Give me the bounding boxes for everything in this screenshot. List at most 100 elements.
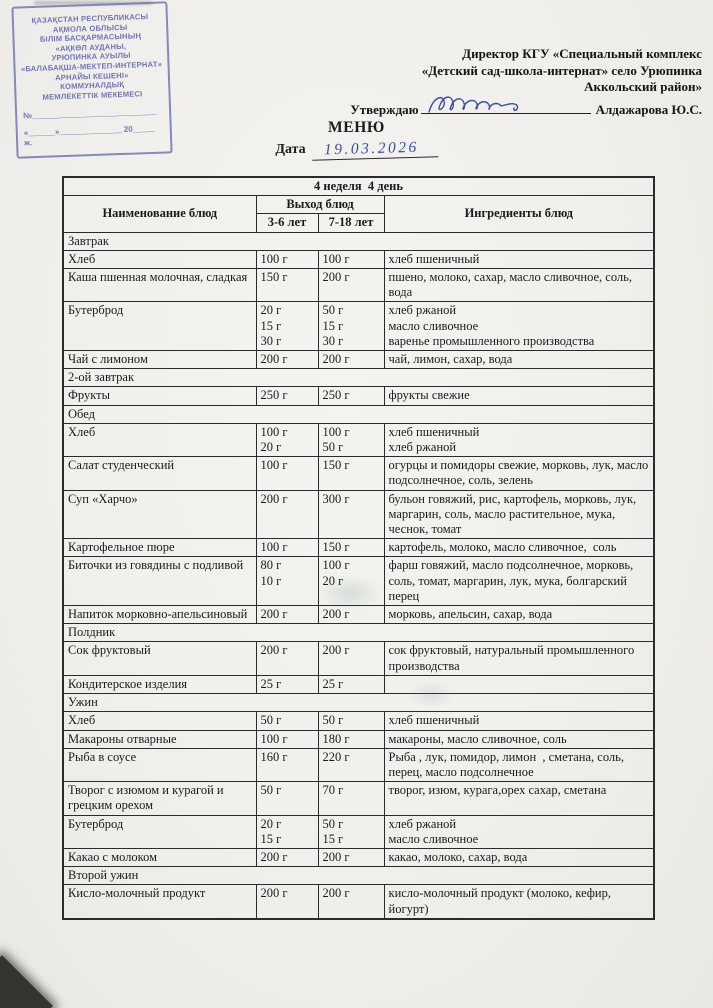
col-header-age-7-18: 7-18 лет xyxy=(317,213,385,233)
cell-line: 30 г xyxy=(322,333,344,348)
dish-name: Какао с молоком xyxy=(62,847,257,868)
portion-7-18: 180 г xyxy=(317,729,385,749)
cell-line: Сок фруктовый xyxy=(68,643,151,658)
dish-ingredients: бульон говяжий, рис, картофель, морковь,… xyxy=(383,489,655,540)
menu-row: Биточки из говядины с подливой 80 г 10 г 10… xyxy=(62,556,655,607)
dish-ingredients: фарш говяжий, масло подсолнечное, морков… xyxy=(383,556,655,607)
portion-3-6: 250 г xyxy=(255,386,319,406)
dish-name: Каша пшенная молочная, сладкая xyxy=(62,268,257,303)
dish-name: Фрукты xyxy=(62,386,257,406)
cell-line: Каша пшенная молочная, сладкая xyxy=(68,270,248,285)
portion-7-18: 200 г xyxy=(317,268,385,303)
portion-7-18: 200 г xyxy=(317,641,385,676)
date-line: Дата 19.03.2026 xyxy=(0,138,713,161)
menu-row: Хлеб 100 г 100 г хлеб пшеничный xyxy=(62,249,655,270)
cell-line: 25 г xyxy=(322,676,344,691)
dish-name: Бутерброд xyxy=(62,301,257,352)
cell-line: 200 г xyxy=(322,849,350,864)
dish-name: Суп «Харчо» xyxy=(62,489,257,540)
dish-name: Творог с изюмом и курагой и грецким орех… xyxy=(62,781,257,816)
dish-ingredients: хлеб ржаной масло сливочное xyxy=(383,814,655,849)
cell-line: Напиток морковно-апельсиновый xyxy=(68,607,248,622)
cell-line: 100 г xyxy=(322,251,350,266)
cell-line: 200 г xyxy=(260,491,288,506)
cell-line: фарш говяжий, масло подсолнечное, морков… xyxy=(388,558,634,603)
cell-line: 200 г xyxy=(322,643,350,658)
portion-7-18: 150 г xyxy=(317,456,385,491)
menu-row: Картофельное пюре 100 г 150 г картофель, мо… xyxy=(62,538,655,558)
portion-3-6: 200 г xyxy=(255,641,319,676)
cell-line: Хлеб xyxy=(68,424,96,439)
cell-line: Рыба в соусе xyxy=(68,749,137,764)
dish-name: Кисло-молочный продукт xyxy=(62,884,257,920)
dish-name: Чай с лимоном xyxy=(62,350,257,370)
cell-line: 100 г xyxy=(260,251,288,266)
signature-scribble-icon xyxy=(427,95,518,113)
cell-line: хлеб ржаной xyxy=(388,440,457,455)
cell-line: Чай с лимоном xyxy=(68,352,148,367)
cell-line: хлеб пшеничный xyxy=(388,424,480,439)
portion-7-18: 220 г xyxy=(317,747,385,783)
cell-line: 100 г xyxy=(260,458,288,473)
cell-line: хлеб ржаной xyxy=(388,816,457,831)
dish-ingredients: Рыба , лук, помидор, лимон , сметана, со… xyxy=(383,747,655,783)
dish-ingredients: морковь, апельсин, сахар, вода xyxy=(383,605,655,625)
cell-line: 250 г xyxy=(260,388,288,403)
menu-row: Сок фруктовый 200 г 200 г сок фруктовый, на… xyxy=(62,641,655,676)
dish-name: Рыба в соусе xyxy=(62,747,257,783)
menu-row: Хлеб 50 г 50 г хлеб пшеничный xyxy=(62,711,655,731)
cell-line: Макароны отварные xyxy=(68,731,177,746)
cell-line: 20 г xyxy=(260,303,282,318)
cell-line: 200 г xyxy=(322,352,350,367)
menu-row: Кондитерское изделия 25 г 25 г xyxy=(62,674,655,695)
menu-row: Каша пшенная молочная, сладкая 150 г 200 г… xyxy=(62,268,655,303)
portion-7-18: 50 г 15 г 30 г xyxy=(317,301,385,352)
column-header-row: Наименование блюд Выход блюд Ингредиенты… xyxy=(62,195,655,233)
dish-ingredients: хлеб ржаной масло сливочное варенье промыш… xyxy=(383,301,655,352)
cell-line: 50 г xyxy=(260,713,282,728)
menu-table: 4 неделя 4 день Наименование блюд Выход … xyxy=(62,176,655,920)
cell-line: Биточки из говядины с подливой xyxy=(68,558,244,573)
dish-name: Биточки из говядины с подливой xyxy=(62,556,257,607)
cell-line: 15 г xyxy=(260,318,282,333)
dish-name: Салат студенческий xyxy=(62,456,257,491)
handwritten-date: 19.03.2026 xyxy=(311,138,438,161)
portion-7-18: 70 г xyxy=(317,781,385,816)
approve-label: Утверждаю xyxy=(350,101,419,117)
cell-line: хлеб пшеничный xyxy=(388,251,480,266)
dish-name: Хлеб xyxy=(62,422,257,458)
cell-line: 50 г xyxy=(322,440,344,455)
cell-line: сок фруктовый, натуральный промышленного… xyxy=(388,643,635,673)
cell-line: 100 г xyxy=(260,731,288,746)
dish-name: Макароны отварные xyxy=(62,729,257,749)
cell-line: макароны, масло сливочное, соль xyxy=(388,731,567,746)
portion-3-6: 200 г xyxy=(255,884,319,920)
menu-row: Бутерброд 20 г 15 г 50 г 15 г хлеб ржаной масл… xyxy=(62,814,655,849)
portion-7-18: 200 г xyxy=(317,884,385,920)
cell-line: 250 г xyxy=(322,388,350,403)
dish-ingredients: хлеб пшеничный xyxy=(383,249,655,270)
cell-line: 50 г xyxy=(322,816,344,831)
dish-ingredients: хлеб пшеничный xyxy=(383,711,655,731)
cell-line: 15 г xyxy=(260,831,282,846)
dish-name: Кондитерское изделия xyxy=(62,674,257,695)
portion-3-6: 150 г xyxy=(255,268,319,303)
cell-line: какао, молоко, сахар, вода xyxy=(388,849,528,864)
portion-7-18: 100 г 20 г xyxy=(317,556,385,607)
portion-3-6: 80 г 10 г xyxy=(255,556,319,607)
menu-row: Суп «Харчо» 200 г 300 г бульон говяжий, рис… xyxy=(62,489,655,540)
cell-line: 100 г xyxy=(322,424,350,439)
cell-line: Фрукты xyxy=(68,388,110,403)
approve-signature-line: Утверждаю Алдажарова Ю.С. xyxy=(262,95,702,119)
cell-line: творог, изюм, курага,орех сахар, сметана xyxy=(388,783,607,798)
dish-ingredients: сок фруктовый, натуральный промышленного… xyxy=(383,641,655,676)
cell-line: 100 г xyxy=(260,540,288,555)
menu-table-body: Завтрак Хлеб 100 г 100 г хлеб пшеничный Каша … xyxy=(62,231,655,920)
cell-line: 15 г xyxy=(322,318,344,333)
portion-7-18: 150 г xyxy=(317,538,385,558)
menu-row: Бутерброд 20 г 15 г 30 г 50 г 15 г 30 г хлеб рж… xyxy=(62,301,655,352)
cell-line: варенье промышленного производства xyxy=(388,333,595,348)
portion-3-6: 20 г 15 г 30 г xyxy=(255,301,319,352)
page-corner-shadow xyxy=(0,955,53,1008)
portion-3-6: 100 г 20 г xyxy=(255,422,319,458)
